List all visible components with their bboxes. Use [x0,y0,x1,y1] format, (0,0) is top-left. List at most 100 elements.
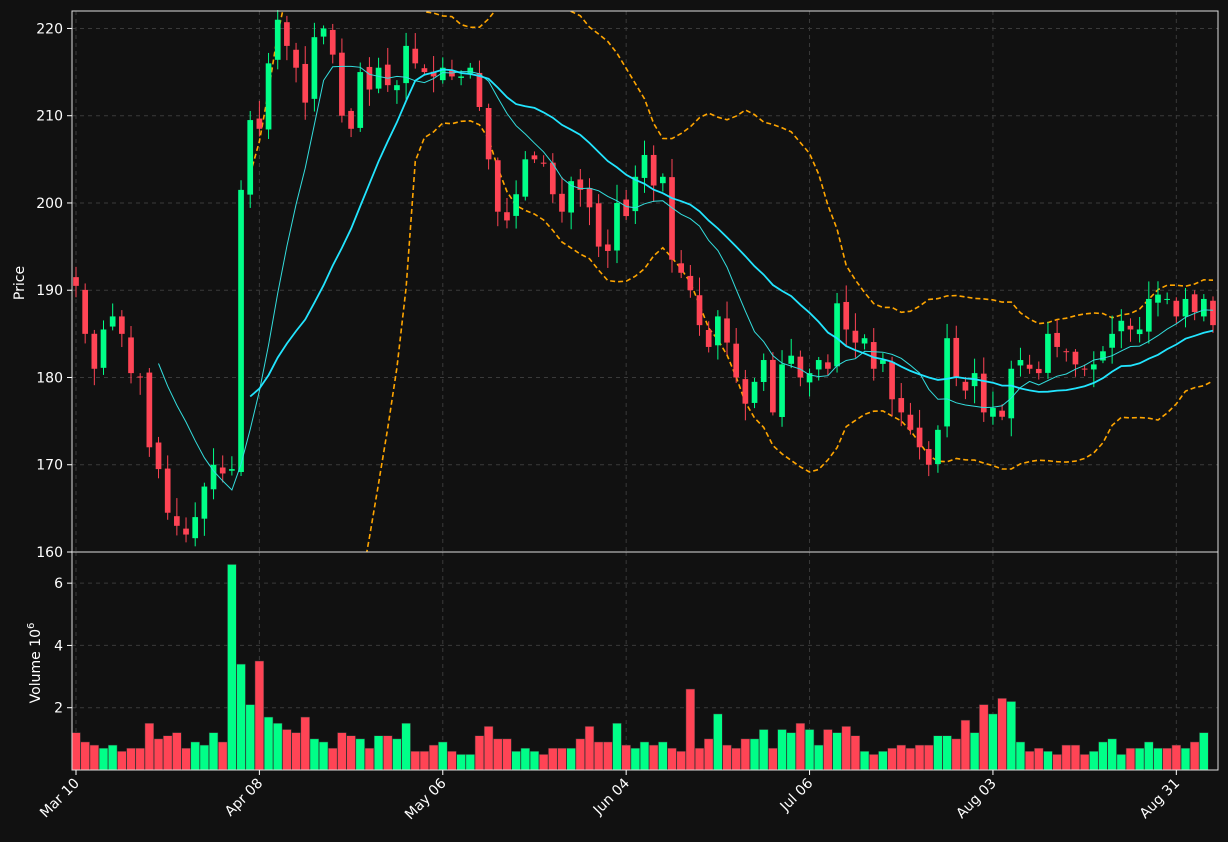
volume-bar-up [108,744,118,771]
volume-bar-down [254,660,265,771]
volume-bar-down [1061,744,1071,771]
candle-down [1127,325,1134,330]
volume-bar-down [474,735,485,771]
volume-bar-down [795,723,806,771]
candle-up [265,63,272,130]
candle-down [889,361,895,400]
candle-up [201,486,208,519]
volume-bar-down [364,747,375,771]
volume-bar-up [511,751,521,771]
volume-bar-down [603,741,613,771]
volume-bar-up [759,729,769,771]
volume-grid [72,552,1218,770]
volume-bar-up [630,747,640,771]
volume-bar-up [273,723,283,771]
candle-down [559,193,565,212]
candle-down [687,275,694,291]
candle-down [329,29,336,55]
candle-up [109,316,116,327]
candle-down [384,64,391,86]
volume-bar-up [1153,747,1163,771]
price-tick-label: 160 [36,545,63,561]
candle-up [1017,360,1024,366]
volume-bar-down [979,704,989,771]
volume-bar-down [869,754,879,771]
volume-bar-up [1180,747,1191,771]
candle-up [1109,333,1115,348]
volume-bar-down [218,741,228,771]
volume-bar-down [704,738,714,771]
moving-averages [158,65,1214,491]
volume-bar-down [1171,744,1181,771]
candle-down [476,72,483,107]
volume-bar-down [584,726,595,771]
volume-bar-up [1006,701,1016,771]
volume-bar-up [786,732,796,771]
candle-up [100,329,107,368]
volume-bar-up [988,713,998,771]
volume-bar-up [98,747,109,771]
candle-down [586,188,593,208]
candle-up [320,28,327,37]
candle-up [935,429,941,465]
volume-bar-up [373,735,384,771]
volume-bar-down [291,732,301,771]
volume-bar-down [951,738,961,771]
volume-bar-down [1024,751,1035,771]
volume-y-axis: 2 4 6 [54,576,72,717]
volume-bar-down [850,735,861,771]
candle-down [962,381,969,391]
candle-down [742,379,749,404]
volume-bar-up [859,751,870,771]
candle-down [595,203,602,247]
candle-down [504,212,510,221]
ma-fast-line [158,65,1214,491]
candle-down [155,442,162,470]
volume-bar-up [612,723,622,771]
volume-bar-up [392,738,402,771]
candle-down [1054,332,1060,347]
candle-down [696,295,703,326]
candle-down [531,155,538,160]
volume-panel-frame [71,551,1219,771]
volume-bar-down [428,744,439,771]
candle-down [174,516,180,526]
volume-bar-up [933,735,943,771]
volume-bar-down [731,747,741,771]
candle-up [1200,298,1207,317]
volume-bar-down [960,719,971,771]
volume-bar-down [685,688,695,771]
candle-up [192,517,199,539]
volume-bar-down [896,744,906,771]
candle-up [659,176,666,184]
candle-up [944,338,950,427]
candle-down [1072,351,1079,365]
candle-down [183,528,189,535]
candle-down [604,244,611,251]
volume-bar-up [969,732,980,771]
volume-bar-up [1015,741,1026,771]
price-tick-label: 210 [36,109,63,125]
volume-bar-up [749,738,760,771]
volume-bar-down [144,723,155,771]
volume-bar-down [126,747,136,771]
volume-bar-down [887,747,897,771]
volume-bar-down [337,732,347,771]
volume-bar-up [401,723,411,771]
candle-up [1164,298,1170,300]
candle-down [577,179,584,190]
candle-down [870,342,877,369]
volume-bar-down [282,729,292,771]
volume-bar-up [777,729,787,771]
volume-tick-label: 4 [54,638,63,654]
volume-bar-up [814,744,824,771]
candle-up [1100,351,1106,361]
candle-up [394,85,400,91]
volume-bar-down [548,747,558,771]
volume-bar-down [502,738,512,771]
price-tick-label: 170 [36,458,63,474]
volume-bar-down [997,698,1007,771]
candle-up [513,194,519,216]
candle-down [293,49,299,68]
candle-down [898,398,905,413]
